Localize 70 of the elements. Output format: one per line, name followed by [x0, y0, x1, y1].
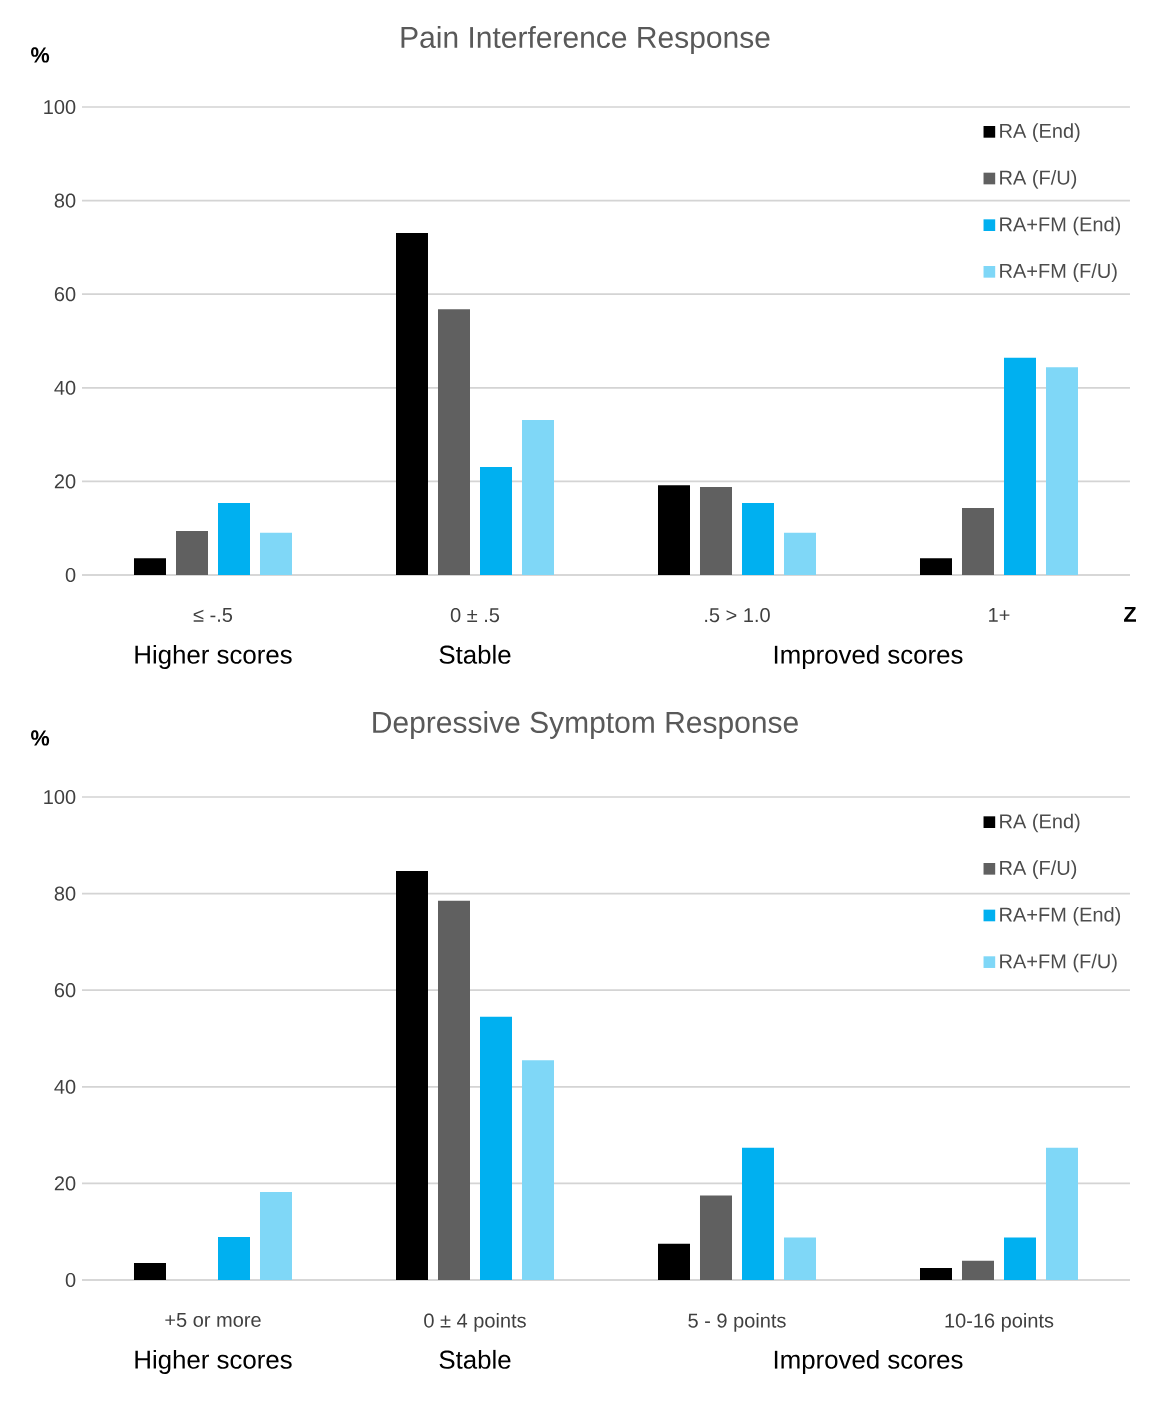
bar [1004, 357, 1036, 575]
x-tick-label: 10-16 points [945, 1313, 1054, 1332]
y-tick-label: 100 [44, 99, 76, 115]
legend-label: RA+FM (End) [1000, 216, 1121, 236]
bar [962, 1260, 994, 1280]
x-tick-label: .5 > 1.0 [705, 608, 770, 623]
bar [260, 532, 292, 575]
legend-label: RA+FM (F/U) [1000, 263, 1117, 282]
bar [218, 1237, 250, 1280]
bar [134, 558, 166, 575]
bar [260, 1192, 292, 1280]
legend-label: RA (F/U) [1000, 860, 1077, 879]
text: Improved scores [774, 644, 963, 669]
legend-label: RA (F/U) [1000, 170, 1077, 189]
x-tick-label: ≤ -.5 [193, 608, 233, 622]
bar [700, 487, 732, 575]
y-tick-label: 60 [54, 287, 76, 302]
x-tick-label: 0 ± 4 points [424, 1313, 526, 1332]
text: Higher scores [135, 1349, 292, 1374]
chart-title: Depressive Symptom Response [373, 711, 798, 739]
x-tick-label: 1+ [989, 608, 1010, 622]
y-tick-label: 20 [54, 1176, 76, 1191]
bar [522, 1060, 554, 1280]
legend-label: RA (End) [1000, 813, 1080, 833]
text: Stable [439, 1349, 511, 1369]
bar [658, 485, 690, 575]
bar [480, 466, 512, 575]
text: Stable [439, 644, 511, 664]
bar [784, 1237, 816, 1280]
bar [396, 232, 428, 575]
bar [658, 1243, 690, 1280]
bar [1045, 367, 1078, 575]
y-tick-label: 80 [54, 193, 76, 208]
text: Improved scores [774, 1349, 963, 1374]
x-tick-label: 0 ± .5 [450, 608, 500, 623]
x-axis-title: Z [1124, 606, 1137, 622]
bar [742, 1147, 774, 1280]
bar [962, 508, 994, 575]
bar [176, 531, 208, 575]
bar [522, 420, 554, 575]
y-tick-label: 0 [65, 1272, 76, 1288]
bar [920, 1267, 952, 1280]
legend-label: RA (End) [1000, 123, 1080, 142]
y-axis-title: % [31, 47, 50, 63]
bar [1004, 1237, 1036, 1280]
y-tick-label: 40 [54, 380, 76, 395]
y-tick-label: 40 [54, 1079, 76, 1094]
bar [438, 900, 470, 1280]
legend-label: RA+FM (End) [1000, 906, 1121, 926]
bar [742, 502, 774, 575]
y-tick-label: 0 [65, 567, 76, 583]
bar [480, 1016, 512, 1280]
bar [920, 558, 952, 575]
x-tick-label: +5 or more [165, 1313, 261, 1327]
x-tick-label: 5 - 9 points [688, 1313, 786, 1332]
legend-label: RA+FM (F/U) [1000, 953, 1117, 973]
chart-title: Pain Interference Response [401, 26, 770, 54]
bar [218, 502, 250, 575]
bar [784, 532, 816, 575]
bar [438, 309, 470, 575]
y-tick-label: 80 [54, 886, 76, 901]
y-tick-label: 20 [54, 474, 76, 489]
y-axis-title: % [31, 730, 50, 746]
bar [700, 1195, 732, 1280]
bar [134, 1263, 166, 1280]
y-tick-label: 60 [54, 983, 76, 998]
bar [396, 870, 428, 1280]
bar [1045, 1147, 1078, 1280]
text: Higher scores [135, 644, 292, 669]
y-tick-label: 100 [44, 789, 76, 805]
